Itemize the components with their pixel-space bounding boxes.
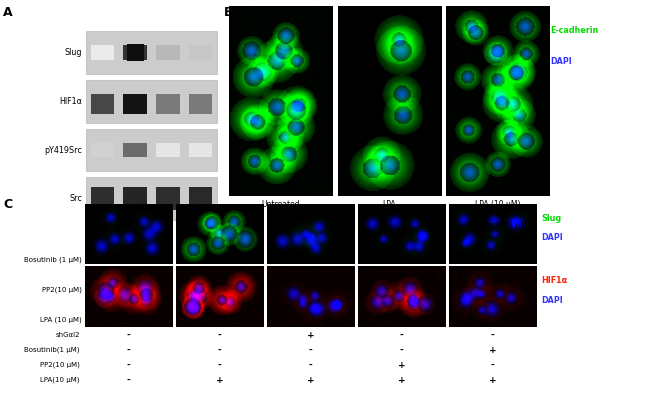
- Text: +: +: [398, 361, 406, 369]
- Text: -: -: [166, 285, 170, 294]
- Text: -: -: [133, 255, 137, 264]
- Text: +: +: [197, 285, 205, 294]
- Bar: [156, 45, 180, 60]
- Text: -: -: [127, 361, 131, 369]
- Text: HIF1α: HIF1α: [59, 97, 82, 106]
- Text: -: -: [218, 331, 222, 340]
- Text: -: -: [218, 361, 222, 369]
- Text: +: +: [489, 376, 497, 384]
- Text: shGαi2: shGαi2: [55, 332, 80, 338]
- Text: PP2(10 μM): PP2(10 μM): [40, 362, 80, 368]
- Text: PP2(10 μM): PP2(10 μM): [42, 286, 82, 293]
- Text: DAPI: DAPI: [541, 296, 563, 305]
- Bar: [91, 94, 114, 108]
- Text: Untreated
Control: Untreated Control: [261, 200, 300, 220]
- Text: -: -: [199, 255, 203, 264]
- Text: -: -: [101, 316, 105, 325]
- Text: -: -: [101, 255, 105, 264]
- Bar: [86, 129, 217, 171]
- Text: +: +: [216, 376, 224, 384]
- Bar: [156, 187, 180, 210]
- Bar: [156, 107, 180, 114]
- Text: LPA (10 μM): LPA (10 μM): [40, 317, 82, 323]
- Bar: [124, 143, 147, 157]
- Text: C: C: [3, 198, 12, 211]
- Text: pY419Src: pY419Src: [44, 145, 82, 154]
- Text: +: +: [307, 376, 315, 384]
- Text: +: +: [307, 331, 315, 340]
- Text: Slug: Slug: [65, 48, 82, 57]
- Text: -: -: [309, 346, 313, 354]
- Text: -: -: [491, 361, 495, 369]
- Bar: [124, 94, 147, 108]
- Bar: [189, 94, 213, 108]
- Bar: [86, 80, 217, 123]
- Text: DAPI: DAPI: [541, 233, 563, 242]
- Bar: [189, 187, 213, 210]
- Text: -: -: [127, 331, 131, 340]
- Bar: [127, 44, 144, 61]
- Text: DAPI: DAPI: [551, 57, 572, 66]
- Bar: [189, 143, 213, 157]
- Text: +: +: [164, 255, 172, 264]
- Bar: [124, 107, 147, 114]
- Text: A: A: [3, 6, 13, 19]
- Text: +: +: [164, 316, 172, 325]
- Text: Bosutinib (1 μM): Bosutinib (1 μM): [25, 256, 82, 263]
- Text: -: -: [101, 285, 105, 294]
- Text: +: +: [131, 316, 139, 325]
- Text: LPA(10 μM): LPA(10 μM): [40, 377, 80, 383]
- Text: +: +: [197, 316, 205, 325]
- Text: -: -: [491, 331, 495, 340]
- Text: -: -: [127, 376, 131, 384]
- Bar: [86, 31, 217, 74]
- Text: -: -: [218, 346, 222, 354]
- Text: Src: Src: [70, 194, 82, 203]
- Bar: [91, 187, 114, 210]
- Bar: [124, 187, 147, 210]
- Text: LPA
(10 μM): LPA (10 μM): [374, 200, 404, 220]
- Bar: [189, 45, 213, 60]
- Text: +: +: [398, 376, 406, 384]
- Bar: [189, 191, 213, 206]
- Bar: [189, 107, 213, 114]
- Bar: [91, 107, 114, 114]
- Bar: [124, 45, 147, 60]
- Text: E-cadherin: E-cadherin: [551, 26, 599, 35]
- Text: Bosutinib(1 μM): Bosutinib(1 μM): [25, 347, 80, 353]
- Text: Slug: Slug: [541, 214, 562, 222]
- Text: -: -: [127, 346, 131, 354]
- Text: -: -: [400, 331, 404, 340]
- Text: -: -: [309, 361, 313, 369]
- Text: -: -: [400, 346, 404, 354]
- Bar: [124, 191, 147, 206]
- Text: LPA (10 μM)
+
Bosutinib (1 μM): LPA (10 μM) + Bosutinib (1 μM): [467, 200, 530, 230]
- Text: HIF1α: HIF1α: [541, 277, 567, 285]
- Text: +: +: [489, 346, 497, 354]
- Text: -: -: [133, 285, 137, 294]
- Bar: [156, 94, 180, 108]
- Bar: [156, 191, 180, 206]
- Bar: [156, 143, 180, 157]
- Bar: [91, 45, 114, 60]
- Bar: [86, 177, 217, 220]
- Bar: [91, 191, 114, 206]
- Text: B: B: [224, 6, 234, 19]
- Bar: [91, 143, 114, 157]
